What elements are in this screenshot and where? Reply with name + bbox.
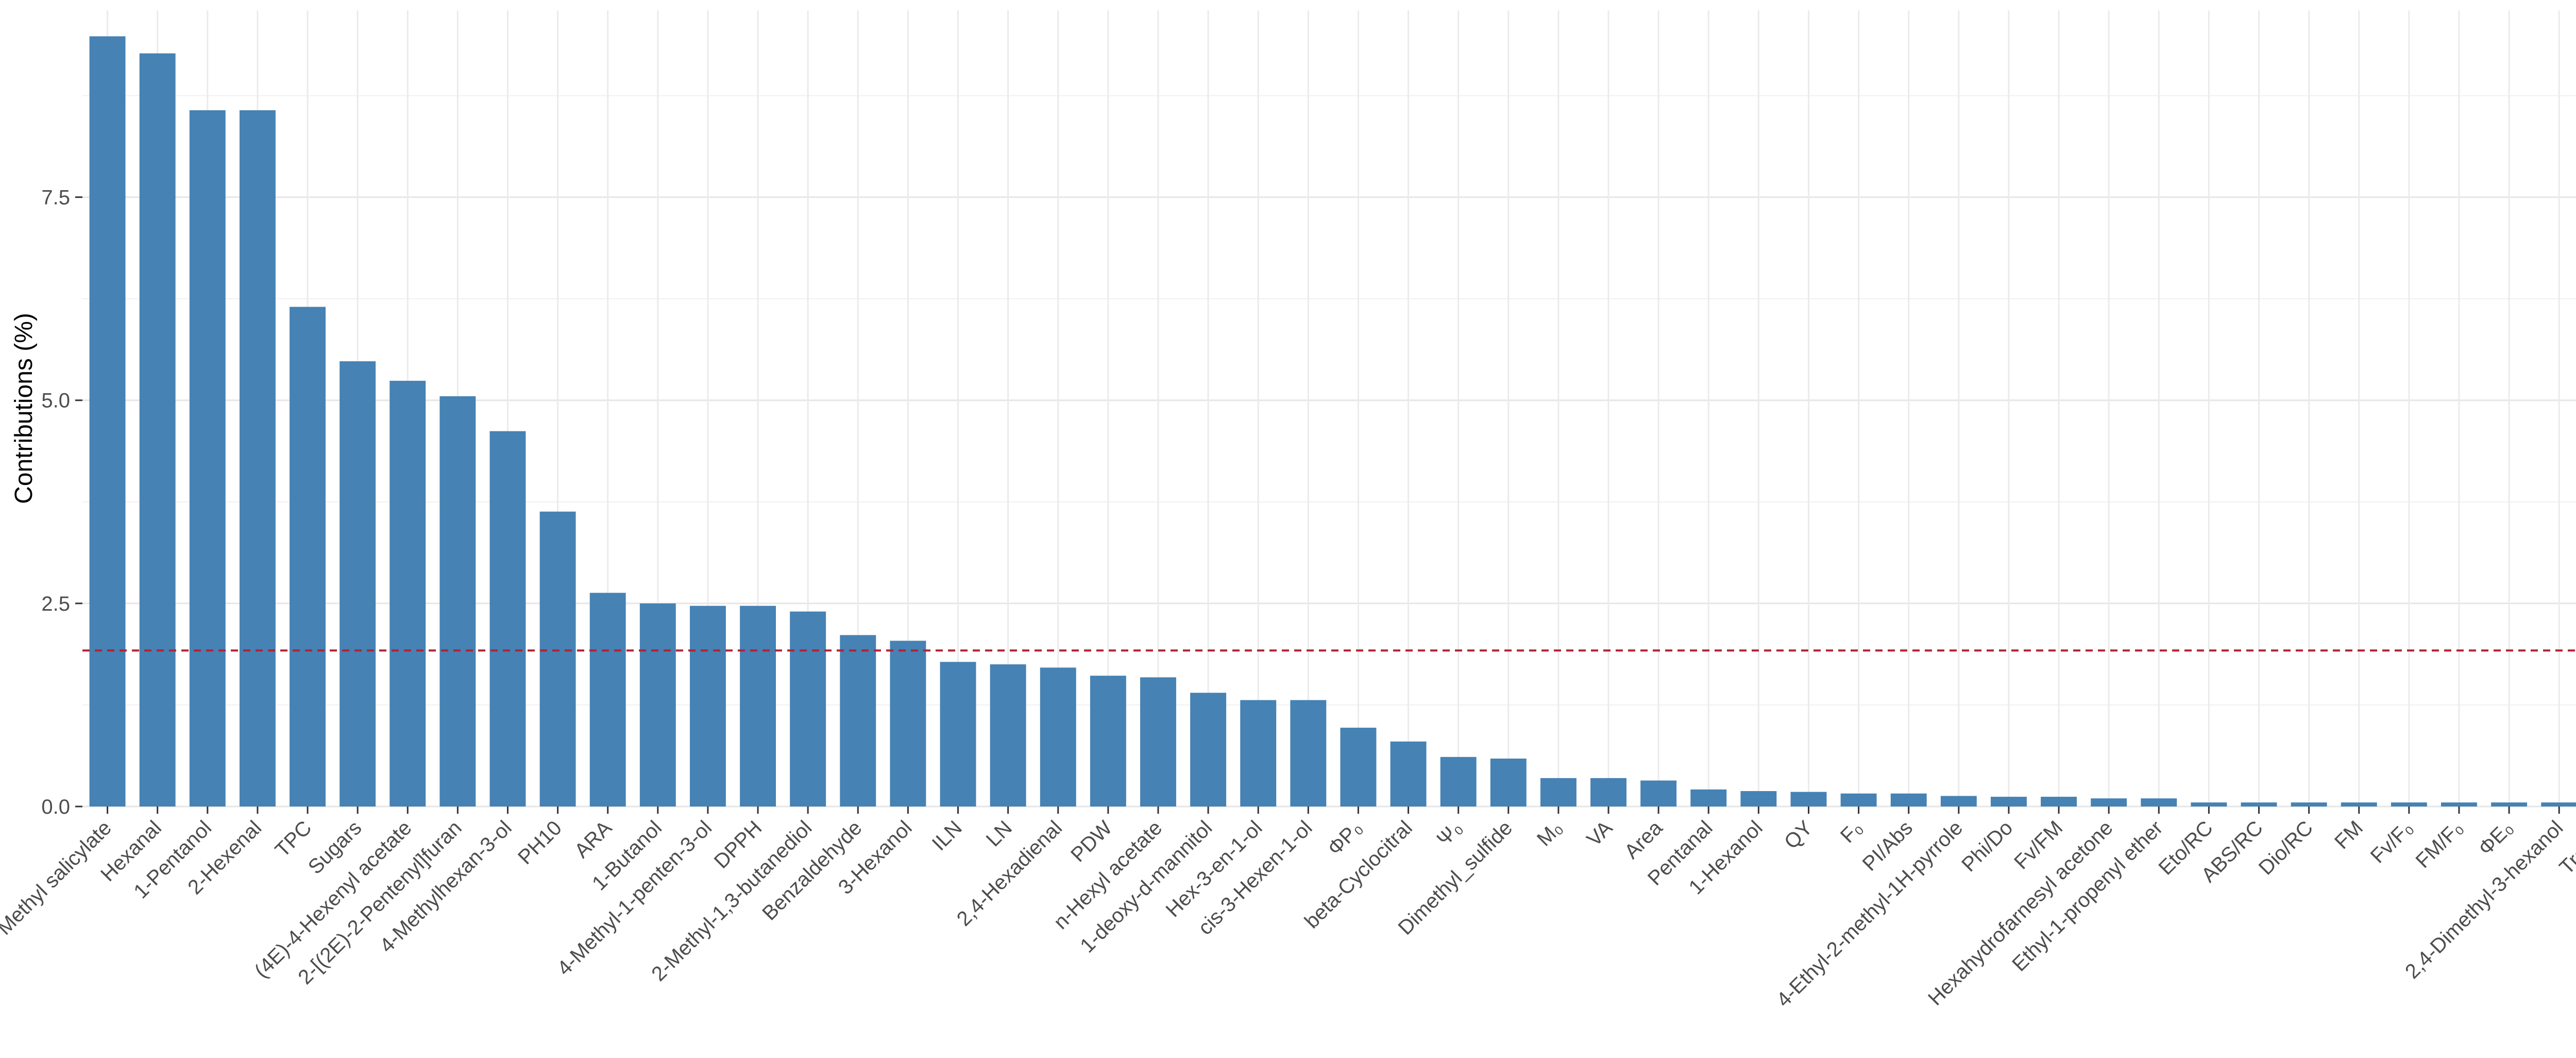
bar	[840, 635, 876, 807]
x-tick-label: Ψ₀	[1433, 816, 1467, 850]
bar	[2241, 802, 2277, 807]
bar	[2041, 797, 2077, 807]
x-tick-label: ARA	[570, 816, 616, 862]
x-tick-label: Phi/Do	[1957, 816, 2017, 876]
x-tick-label: Methyl salicylate	[0, 816, 116, 939]
bar	[1090, 676, 1126, 807]
bar	[990, 664, 1026, 807]
x-tick-label: Dio/RC	[2255, 816, 2317, 879]
bar	[1240, 700, 1277, 807]
bar	[139, 53, 176, 807]
y-tick-label: 7.5	[41, 187, 70, 209]
bar	[439, 396, 476, 807]
bars-layer	[89, 36, 2576, 807]
bar	[539, 511, 576, 807]
x-tick-label: PH10	[514, 816, 566, 869]
bar	[1540, 778, 1577, 807]
bar	[890, 641, 926, 807]
bar	[2341, 802, 2377, 807]
bar	[1640, 780, 1677, 807]
y-tick-label: 5.0	[41, 390, 70, 412]
bar	[1140, 677, 1176, 807]
bar	[1190, 693, 1227, 807]
bar	[2141, 798, 2177, 807]
bar	[2191, 802, 2227, 807]
bar	[1340, 728, 1377, 807]
bar	[2291, 802, 2327, 807]
bar	[2541, 802, 2576, 807]
x-tick-label: M₀	[1533, 816, 1567, 850]
bar	[1040, 667, 1076, 807]
bar	[940, 662, 976, 807]
x-tick-label: Fv/F₀	[2366, 816, 2417, 867]
bar	[2091, 798, 2127, 807]
y-axis-label: Contributions (%)	[10, 313, 38, 504]
bar	[1290, 700, 1327, 807]
bar	[489, 431, 526, 807]
x-tick-label: ΦP₀	[1324, 816, 1367, 860]
bar	[89, 36, 126, 807]
bar	[639, 603, 676, 807]
bar	[290, 307, 326, 807]
x-tick-label: FM/F₀	[2412, 816, 2468, 872]
x-axis: Methyl salicylateHexanal1-Pentanol2-Hexe…	[0, 807, 2576, 1012]
bar	[2441, 802, 2477, 807]
bar	[689, 606, 726, 807]
bar	[1940, 796, 1977, 807]
bar	[2391, 802, 2427, 807]
x-tick-label: TPC	[271, 816, 316, 862]
bar	[389, 380, 426, 807]
y-tick-label: 0.0	[41, 796, 70, 818]
y-axis: 0.0 2.5 5.0 7.5	[41, 187, 82, 818]
bar	[1490, 758, 1527, 807]
bar	[1690, 789, 1727, 807]
bar	[239, 110, 276, 807]
x-tick-label: ΦE₀	[2474, 816, 2517, 860]
y-tick-label: 2.5	[41, 593, 70, 615]
bar	[1440, 757, 1477, 807]
x-tick-label: VA	[1583, 816, 1617, 851]
bar	[790, 611, 826, 807]
bar	[340, 361, 376, 807]
bar	[189, 110, 226, 807]
bar	[2491, 802, 2528, 807]
bar	[589, 593, 626, 807]
bar	[1790, 792, 1827, 807]
bar	[1740, 791, 1777, 807]
x-tick-label: LN	[982, 816, 1016, 851]
bar	[1990, 797, 2027, 807]
x-tick-label: FM	[2330, 816, 2367, 853]
x-tick-label: QY	[1780, 816, 1817, 853]
bar	[1390, 741, 1427, 807]
bar	[1840, 793, 1877, 807]
x-tick-label: Area	[1620, 816, 1667, 863]
x-tick-label: ILN	[928, 816, 967, 855]
bar	[740, 606, 776, 807]
bar	[1890, 793, 1927, 807]
bar	[1590, 778, 1626, 807]
x-tick-label: F₀	[1836, 816, 1867, 847]
